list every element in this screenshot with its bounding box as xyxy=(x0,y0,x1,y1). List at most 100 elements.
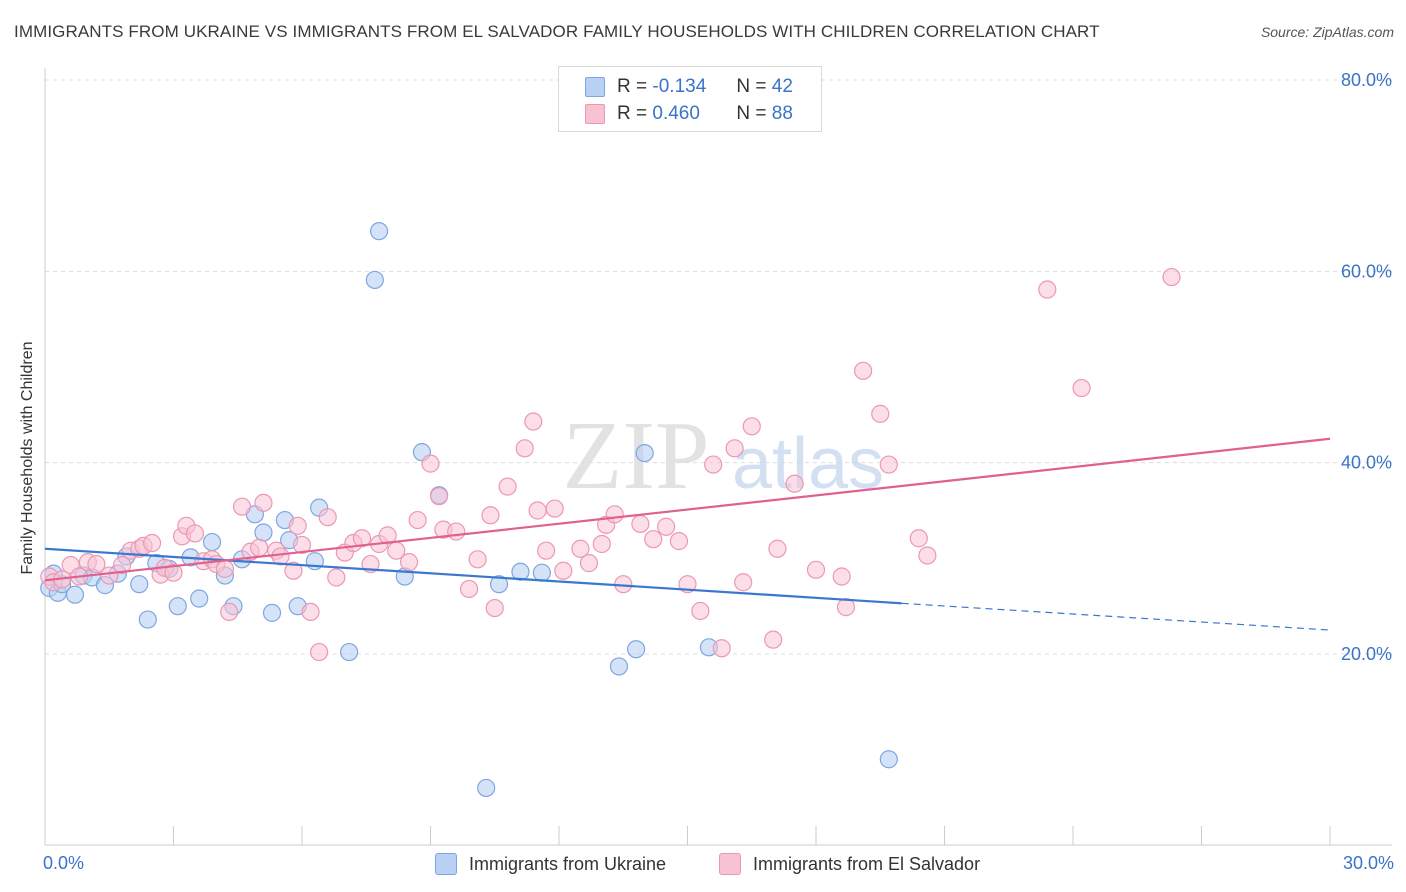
y-tick-label: 40.0% xyxy=(1341,453,1392,473)
tick-labels: 20.0% 40.0% 60.0% 80.0% 0.0% 30.0% xyxy=(43,70,1394,873)
point-elsalvador xyxy=(185,524,205,543)
point-elsalvador xyxy=(571,539,590,558)
point-elsalvador xyxy=(459,579,479,599)
point-ukraine xyxy=(365,270,384,290)
bottom-legend-label-ukraine: Immigrants from Ukraine xyxy=(469,853,667,874)
point-elsalvador xyxy=(310,642,329,662)
point-elsalvador xyxy=(378,526,397,545)
point-ukraine xyxy=(511,562,530,581)
point-elsalvador xyxy=(836,598,856,617)
point-ukraine xyxy=(190,589,209,608)
point-elsalvador xyxy=(918,546,937,565)
point-ukraine xyxy=(626,640,646,659)
point-elsalvador xyxy=(288,516,307,535)
point-elsalvador xyxy=(528,501,547,520)
point-ukraine xyxy=(609,657,629,676)
point-elsalvador xyxy=(352,529,372,548)
point-elsalvador xyxy=(725,439,744,458)
point-elsalvador xyxy=(100,566,119,585)
point-elsalvador xyxy=(142,533,162,553)
point-ukraine xyxy=(340,642,359,662)
point-ukraine xyxy=(254,523,273,542)
point-elsalvador xyxy=(879,455,898,474)
legend-swatch-elsalvador xyxy=(585,104,605,124)
trend-line-elsalvador xyxy=(44,437,1331,582)
legend-r-value: -0.134 xyxy=(652,76,707,97)
bottom-legend-elsalvador: Immigrants from El Salvador xyxy=(719,852,980,876)
point-elsalvador xyxy=(468,550,487,569)
point-elsalvador xyxy=(318,508,337,527)
legend-n-value: 42 xyxy=(771,76,793,97)
point-elsalvador xyxy=(656,517,676,536)
trend-line-ukraine xyxy=(44,547,902,605)
bottom-legend-swatch-ukraine xyxy=(435,853,457,875)
point-elsalvador xyxy=(592,534,611,554)
point-elsalvador xyxy=(742,417,761,436)
point-elsalvador xyxy=(498,477,517,496)
point-elsalvador xyxy=(220,602,239,622)
legend-r-label: R = xyxy=(617,103,648,124)
point-elsalvador xyxy=(734,573,753,592)
point-elsalvador xyxy=(1038,280,1057,299)
point-elsalvador xyxy=(768,539,787,558)
point-elsalvador xyxy=(232,497,252,516)
point-elsalvador xyxy=(537,541,556,560)
legend-r-value: 0.460 xyxy=(652,103,700,124)
point-elsalvador xyxy=(485,598,504,618)
point-elsalvador xyxy=(605,505,624,524)
point-elsalvador xyxy=(215,559,234,578)
point-ukraine xyxy=(262,603,282,622)
legend-row-ukraine: R = -0.134 N = 42 xyxy=(585,75,793,99)
x-tick-label: 30.0% xyxy=(1343,853,1394,873)
point-ukraine xyxy=(635,444,654,463)
watermark-zip: ZIP xyxy=(563,402,710,510)
bottom-legend-label-elsalvador: Immigrants from El Salvador xyxy=(753,853,981,874)
point-elsalvador xyxy=(832,567,851,586)
trend-line-ukraine-projection xyxy=(901,602,1331,631)
point-ukraine xyxy=(130,575,149,594)
point-ukraine xyxy=(168,597,187,616)
series-ukraine-points xyxy=(40,222,898,798)
point-elsalvador xyxy=(785,474,804,493)
y-axis-label: Family Households with Children xyxy=(19,341,36,575)
point-elsalvador xyxy=(250,538,269,557)
point-ukraine xyxy=(532,563,551,582)
point-elsalvador xyxy=(909,529,928,548)
chart-title: IMMIGRANTS FROM UKRAINE VS IMMIGRANTS FR… xyxy=(14,22,1100,41)
legend-n-value: 88 xyxy=(771,103,793,124)
watermark-atlas: atlas xyxy=(732,424,884,504)
point-elsalvador xyxy=(284,561,303,580)
point-ukraine xyxy=(202,532,222,552)
legend-r-label: R = xyxy=(617,76,648,97)
trend-lines xyxy=(44,437,1331,631)
point-elsalvador xyxy=(691,601,710,621)
point-elsalvador xyxy=(524,412,543,431)
legend-row-elsalvador: R = 0.460 N = 88 xyxy=(585,102,793,126)
point-elsalvador xyxy=(545,499,564,518)
point-ukraine xyxy=(370,222,389,241)
y-tick-label: 80.0% xyxy=(1341,70,1392,90)
legend-swatch-ukraine xyxy=(585,77,605,97)
axes xyxy=(44,68,1392,846)
point-elsalvador xyxy=(481,506,500,525)
point-elsalvador xyxy=(408,510,427,530)
gridlines xyxy=(45,79,1392,655)
point-ukraine xyxy=(879,750,898,769)
point-elsalvador xyxy=(854,361,873,380)
point-elsalvador xyxy=(429,487,449,506)
point-elsalvador xyxy=(806,560,826,579)
point-elsalvador xyxy=(292,535,312,555)
point-elsalvador xyxy=(871,404,890,423)
point-elsalvador xyxy=(164,563,183,582)
point-elsalvador xyxy=(554,561,573,580)
point-ukraine xyxy=(477,778,496,798)
legend-n-label: N = xyxy=(736,76,767,97)
y-tick-label: 60.0% xyxy=(1341,261,1392,281)
point-elsalvador xyxy=(644,530,663,549)
point-elsalvador xyxy=(1072,378,1091,398)
point-elsalvador xyxy=(327,568,346,587)
bottom-legend-swatch-elsalvador xyxy=(719,853,741,875)
point-elsalvador xyxy=(1162,267,1181,287)
point-elsalvador xyxy=(447,522,466,541)
